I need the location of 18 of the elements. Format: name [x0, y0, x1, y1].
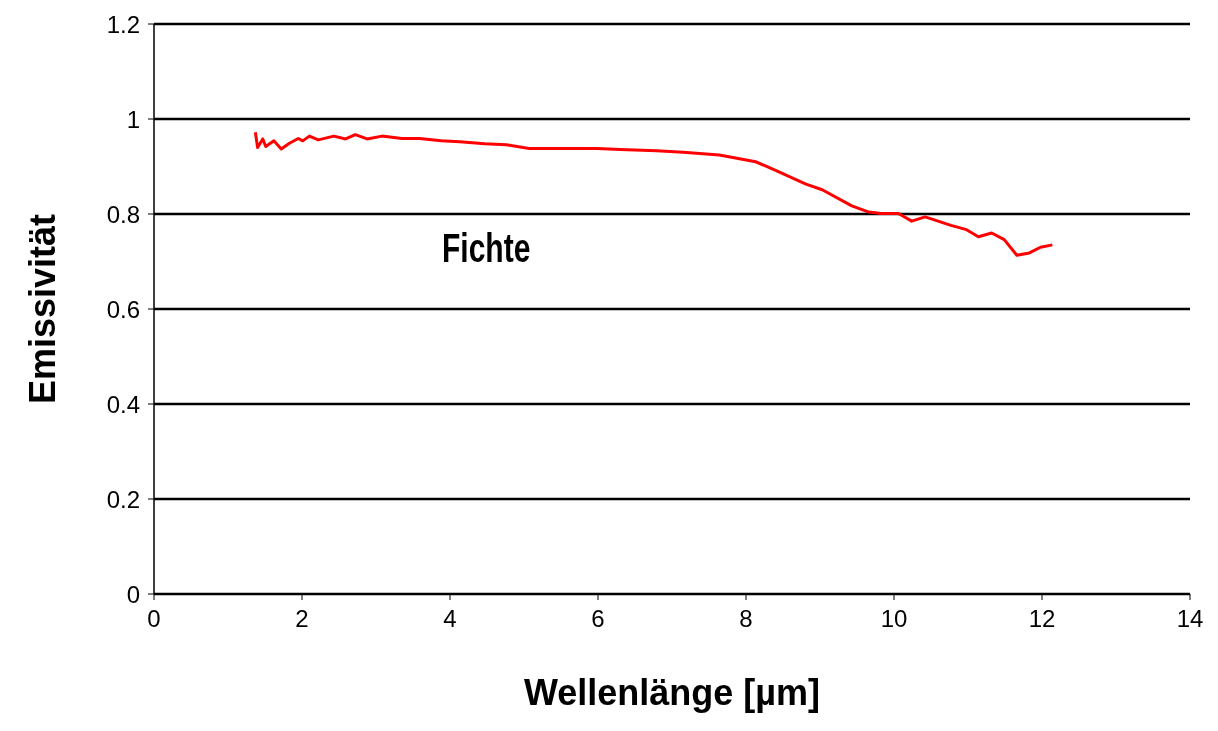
- x-tick-label: 4: [443, 605, 457, 633]
- x-tick-label: 8: [739, 605, 753, 633]
- y-tick-label: 0.4: [106, 390, 140, 418]
- x-tick-label: 14: [1176, 605, 1204, 633]
- x-axis-title: Wellenlänge [µm]: [523, 672, 821, 713]
- y-tick-label: 0.8: [106, 200, 140, 228]
- x-tick-label: 6: [591, 605, 605, 633]
- x-tick-label: 10: [880, 605, 908, 633]
- series-name-label: Fichte: [442, 226, 531, 271]
- y-tick-label: 0: [126, 580, 140, 608]
- y-tick-label: 1: [126, 105, 140, 133]
- y-tick-label: 0.6: [106, 295, 140, 323]
- x-tick-label: 0: [147, 605, 161, 633]
- x-tick-label: 2: [295, 605, 309, 633]
- y-tick-label: 0.2: [106, 485, 140, 513]
- y-axis-title: Emissivität: [21, 213, 63, 405]
- y-tick-label: 1.2: [106, 10, 140, 38]
- x-tick-label: 12: [1028, 605, 1056, 633]
